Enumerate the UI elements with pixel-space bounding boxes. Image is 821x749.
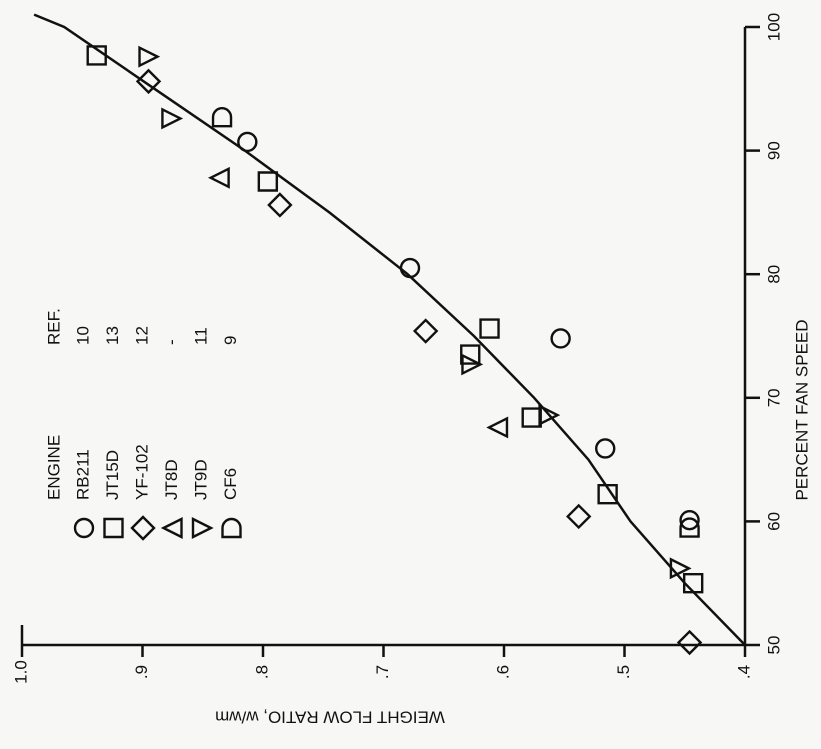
legend-ref: 10 — [73, 326, 92, 345]
data-point — [135, 68, 162, 95]
data-point — [550, 328, 571, 349]
x-axis-label: PERCENT FAN SPEED — [792, 319, 811, 500]
legend-symbol — [103, 517, 124, 539]
y-tick-label: .4 — [734, 665, 753, 679]
legend-label: RB211 — [73, 449, 92, 500]
data-point — [676, 629, 703, 656]
data-point — [399, 257, 421, 279]
x-tick-label: 60 — [764, 512, 783, 531]
x-tick-label: 100 — [764, 13, 783, 41]
y-tick-label: .5 — [614, 665, 633, 679]
data-point — [237, 131, 258, 153]
data-point — [207, 166, 230, 189]
data-point — [566, 503, 592, 530]
data-point — [211, 107, 233, 128]
y-axis-label: WEIGHT FLOW RATIO, w/wm — [215, 708, 445, 727]
legend-ref: 12 — [132, 326, 151, 345]
data-point — [679, 517, 700, 538]
y-tick-label: .9 — [132, 665, 151, 679]
data-point — [161, 107, 184, 130]
data-point — [257, 171, 279, 192]
legend-ref: 11 — [191, 327, 210, 345]
legend-label: CF6 — [221, 468, 240, 500]
legend-label: JT15D — [103, 450, 122, 500]
x-tick-label: 70 — [764, 388, 783, 407]
legend-symbol — [191, 517, 214, 539]
data-point — [595, 438, 616, 459]
y-tick-label: .6 — [493, 665, 512, 679]
data-point — [682, 573, 704, 594]
data-point — [412, 318, 439, 344]
legend-label: YF-102 — [132, 444, 151, 500]
data-point — [521, 407, 542, 428]
data-point — [538, 404, 561, 427]
x-tick-label: 80 — [764, 265, 783, 284]
data-point — [86, 45, 107, 66]
data-point — [461, 353, 484, 376]
x-tick-label: 50 — [764, 636, 783, 655]
data-point — [597, 484, 618, 505]
data-point — [669, 557, 692, 580]
legend-header: ENGINE — [44, 435, 63, 500]
legend-label: JT8D — [162, 459, 181, 500]
data-point — [267, 192, 293, 218]
legend-label: JT9D — [191, 459, 210, 500]
y-tick-label: 1.0 — [11, 660, 30, 684]
y-tick-label: .8 — [252, 665, 271, 679]
data-point — [479, 318, 500, 339]
legend-ref: 9 — [221, 336, 240, 345]
legend-symbol — [130, 515, 156, 541]
x-tick-label: 90 — [764, 141, 783, 160]
legend-symbol — [73, 517, 95, 539]
legend-ref: - — [162, 339, 181, 345]
data-point — [460, 344, 481, 365]
legend-ref: 13 — [103, 326, 122, 345]
y-tick-label: .7 — [373, 665, 392, 679]
data-point — [679, 509, 700, 531]
legend-symbol — [160, 517, 183, 539]
data-point — [138, 45, 161, 68]
data-point — [486, 416, 509, 439]
legend-symbol — [221, 517, 242, 539]
legend-header: REF. — [44, 308, 63, 345]
